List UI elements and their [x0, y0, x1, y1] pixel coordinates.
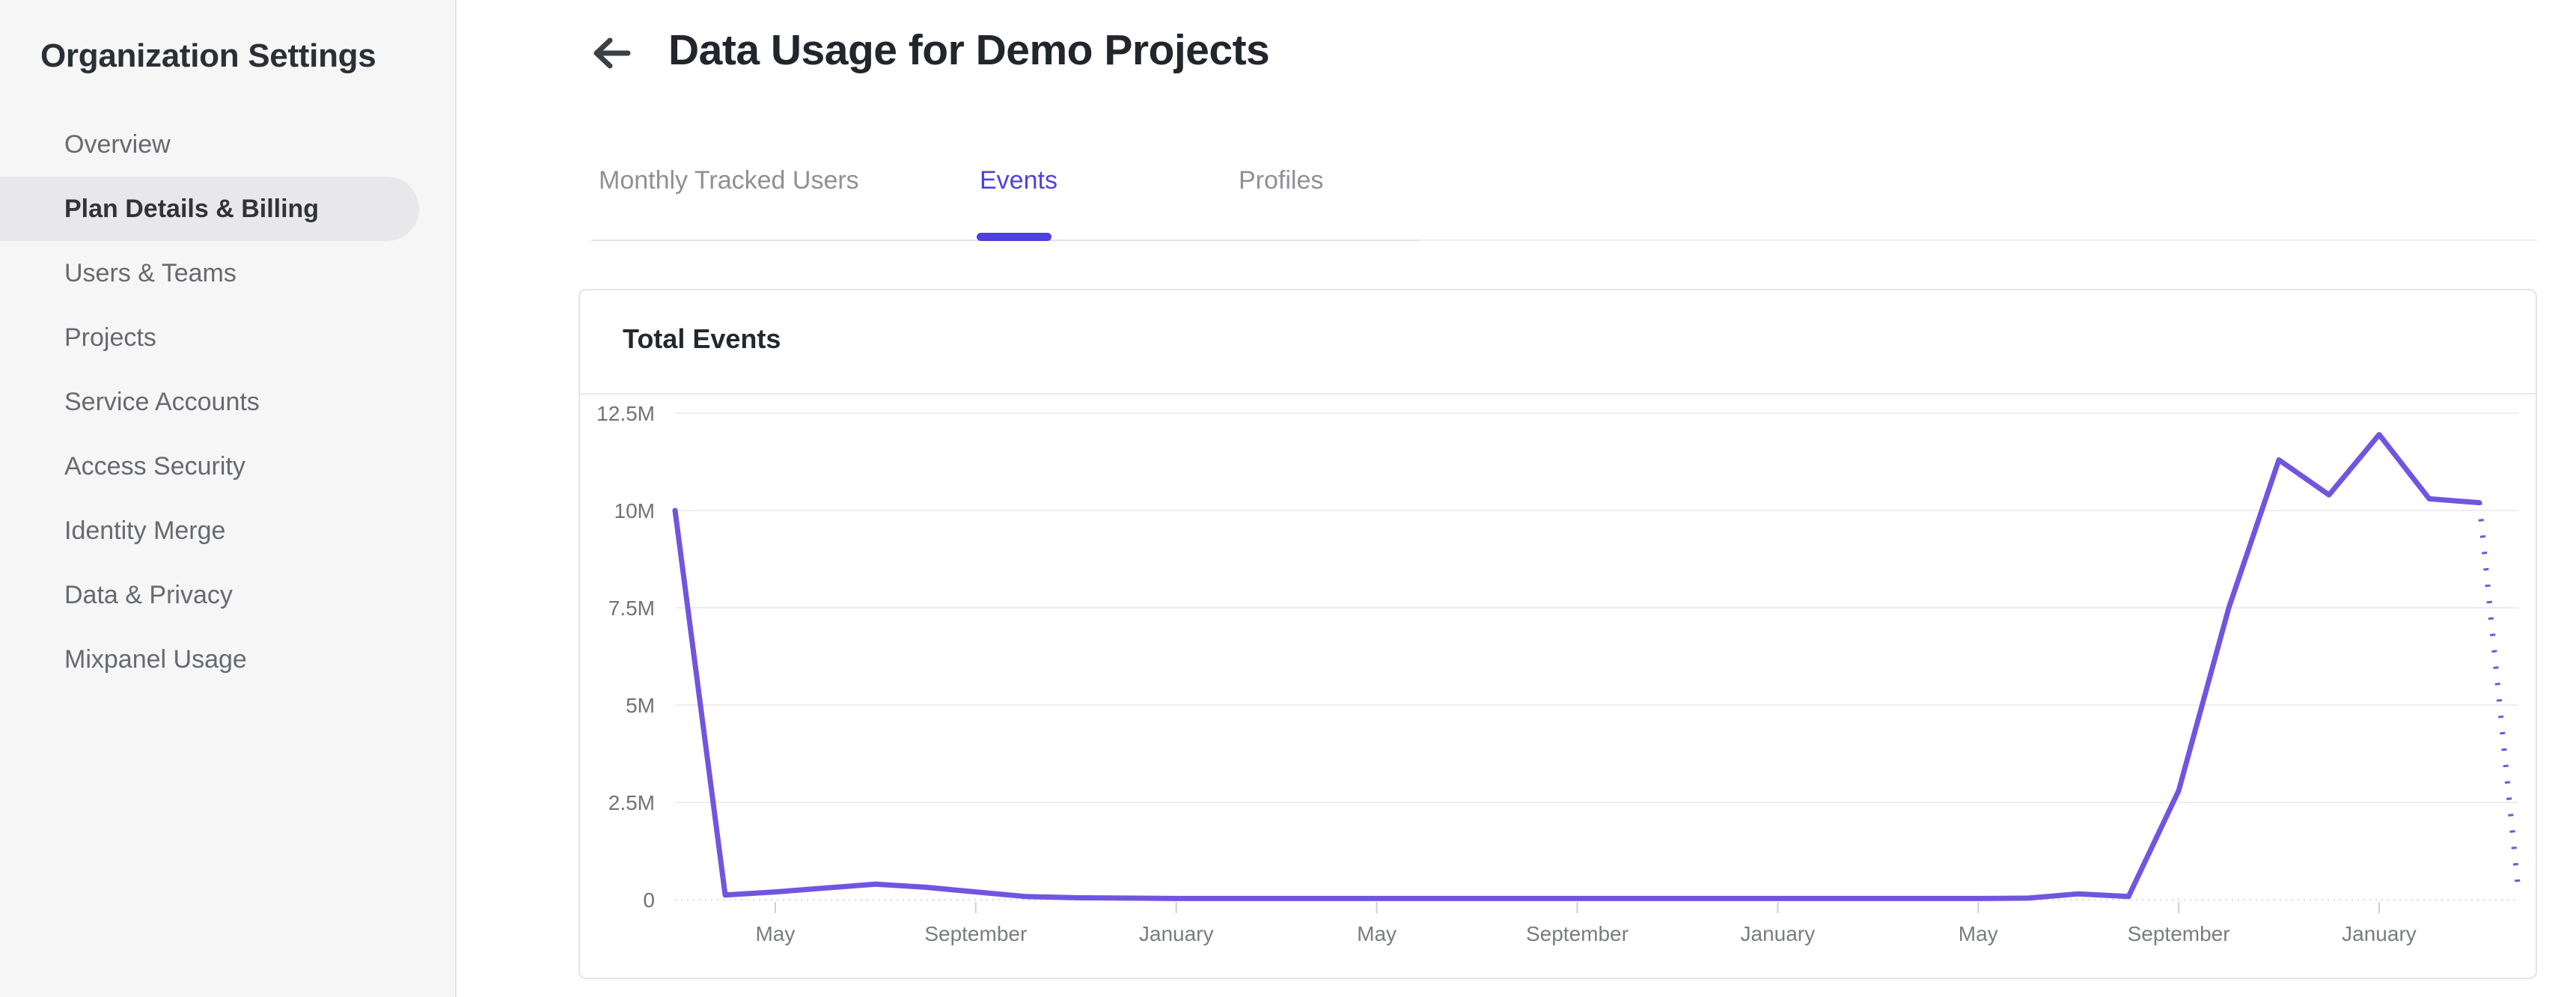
total-events-card: Total Events 12.5M 10M 7.5M 5M 2.5M 0 May Septe… — [579, 289, 2537, 979]
tab-monthly-tracked-users[interactable]: Monthly Tracked Users — [599, 166, 859, 195]
page-title: Data Usage for Demo Projects — [668, 26, 1270, 74]
x-axis-label: May — [1959, 922, 1998, 945]
sidebar-item-identity-merge[interactable]: Identity Merge — [64, 516, 226, 545]
card-title: Total Events — [623, 323, 781, 354]
active-tab-indicator — [977, 233, 1052, 241]
sidebar-item-overview[interactable]: Overview — [64, 130, 171, 159]
y-axis-label: 0 — [643, 888, 655, 912]
x-axis-label: May — [1357, 922, 1397, 945]
x-axis-label: September — [1526, 922, 1629, 945]
total-events-series-line — [672, 432, 2482, 901]
sidebar-nav: Overview Plan Details & Billing Users & Te… — [0, 112, 457, 692]
y-axis-label: 2.5M — [608, 791, 655, 814]
sidebar-item-plan-details-billing[interactable]: Plan Details & Billing — [0, 177, 419, 241]
x-axis-label: May — [755, 922, 795, 945]
sidebar-title: Organization Settings — [40, 37, 376, 74]
x-axis-label: January — [1139, 922, 1214, 945]
x-axis-label: September — [924, 922, 1027, 945]
content-divider — [1420, 240, 2537, 241]
sidebar-item-access-security[interactable]: Access Security — [64, 452, 245, 481]
sidebar-item-projects[interactable]: Projects — [64, 323, 156, 352]
x-axis-label: January — [1741, 922, 1816, 945]
y-axis-label: 7.5M — [608, 597, 655, 620]
total-events-line-chart[interactable]: 12.5M 10M 7.5M 5M 2.5M 0 May September January Ma… — [580, 290, 2536, 978]
y-axis-label: 12.5M — [596, 402, 655, 425]
sidebar: Organization Settings Overview Plan Detai… — [0, 0, 457, 997]
x-axis-label: January — [2342, 922, 2417, 945]
sidebar-item-mixpanel-usage[interactable]: Mixpanel Usage — [64, 645, 247, 674]
x-axis-label: September — [2128, 922, 2230, 945]
tab-events[interactable]: Events — [980, 166, 1057, 195]
y-axis-label: 5M — [626, 694, 655, 717]
card-header: Total Events — [580, 290, 2536, 394]
left-arrow-icon — [593, 37, 631, 69]
sidebar-item-users-teams[interactable]: Users & Teams — [64, 259, 236, 287]
back-button[interactable] — [590, 36, 632, 70]
y-axis-label: 10M — [614, 499, 655, 522]
sidebar-item-data-privacy[interactable]: Data & Privacy — [64, 581, 233, 609]
total-events-projection-dotted-line — [2476, 502, 2521, 882]
sidebar-item-service-accounts[interactable]: Service Accounts — [64, 388, 260, 416]
tab-profiles[interactable]: Profiles — [1239, 166, 1324, 195]
